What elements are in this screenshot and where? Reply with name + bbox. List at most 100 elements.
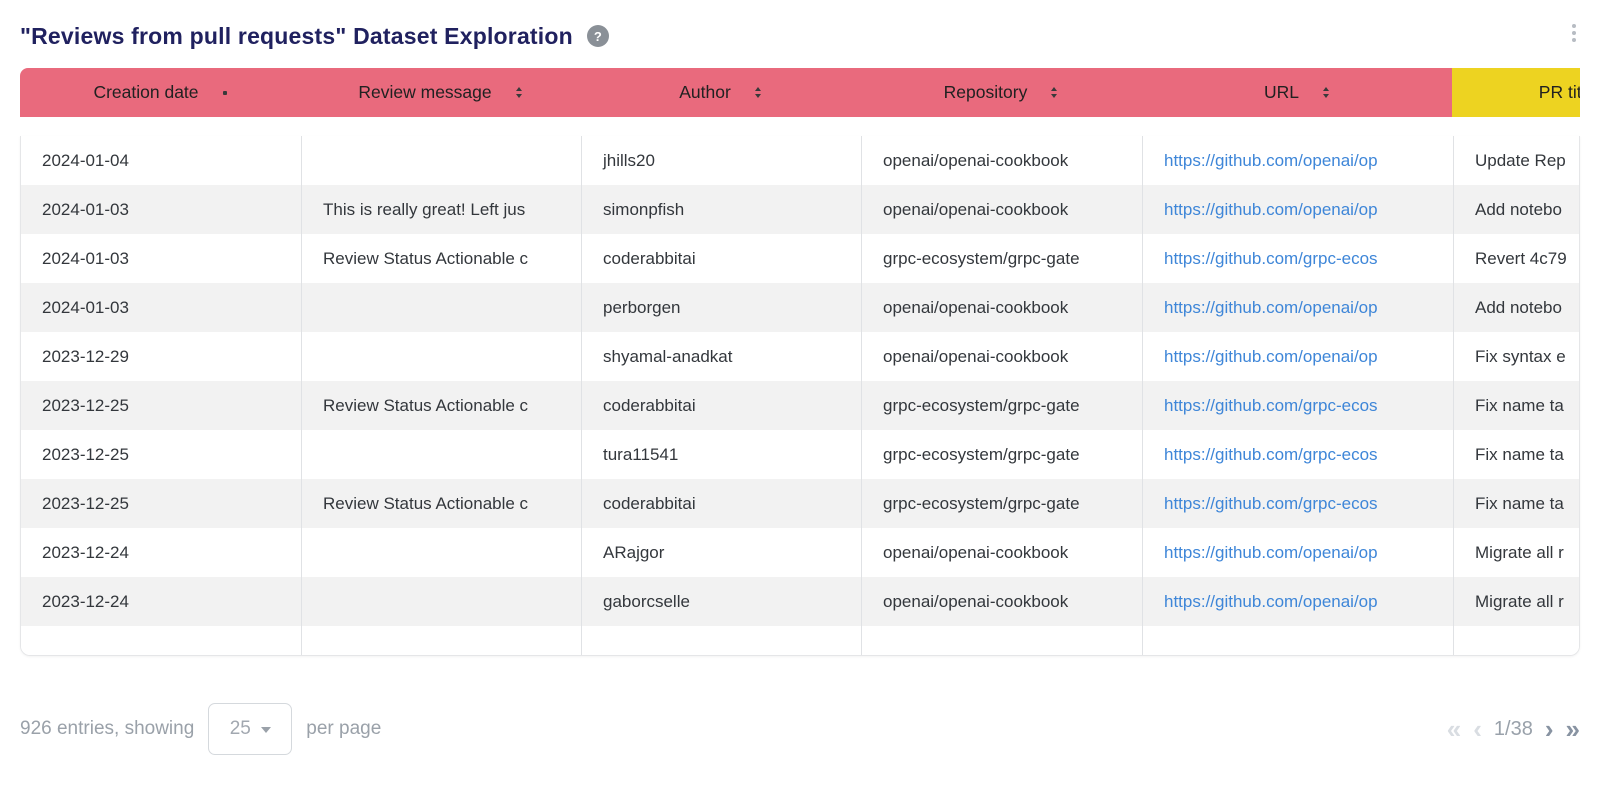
- cell-repository: grpc-ecosystem/grpc-gate: [861, 234, 1142, 283]
- cell-pr-title: Migrate all r: [1453, 528, 1579, 577]
- table-row[interactable]: 2024-01-03 perborgen openai/openai-cookb…: [21, 283, 1579, 332]
- pr-url-link[interactable]: https://github.com/grpc-ecos: [1164, 493, 1378, 513]
- table-row[interactable]: 2023-12-25 Review Status Actionable c co…: [21, 381, 1579, 430]
- cell-repository: openai/openai-cookbook: [861, 332, 1142, 381]
- cell-review-message: Review Status Actionable c: [301, 234, 581, 283]
- cell-author: ARajgor: [581, 528, 861, 577]
- sort-icon[interactable]: [754, 87, 761, 98]
- cell-creation-date: 2023-12-24: [42, 591, 129, 611]
- sort-icon[interactable]: [1323, 87, 1329, 98]
- cell-pr-title: Migrate all r: [1453, 577, 1579, 626]
- cell-author: tura11541: [581, 430, 861, 479]
- prev-page-button: ‹: [1473, 714, 1482, 744]
- table-row[interactable]: 2023-12-24 gaborcselle openai/openai-coo…: [21, 577, 1579, 626]
- cell-url: https://github.com/openai/op: [1142, 136, 1453, 185]
- table-row[interactable]: 2023-12-25 tura11541 grpc-ecosystem/grpc…: [21, 430, 1579, 479]
- table-row[interactable]: 2024-01-03 This is really great! Left ju…: [21, 185, 1579, 234]
- cell-repository: openai/openai-cookbook: [861, 283, 1142, 332]
- pr-url-link[interactable]: https://github.com/openai/op: [1164, 297, 1378, 317]
- cell-url: https://github.com/grpc-ecos: [1142, 381, 1453, 430]
- cell-creation-date: 2023-12-25: [42, 493, 129, 513]
- column-header-repository[interactable]: Repository: [860, 68, 1141, 117]
- cell-url: https://github.com/openai/op: [1142, 577, 1453, 626]
- entries-count-label: 926 entries, showing: [20, 718, 195, 739]
- cell-author: perborgen: [581, 283, 861, 332]
- pr-url-link[interactable]: https://github.com/openai/op: [1164, 346, 1378, 366]
- cell-url: https://github.com/openai/op: [1142, 528, 1453, 577]
- table-row-partial: [21, 626, 1579, 655]
- column-header-creation-date[interactable]: Creation date: [20, 68, 300, 117]
- cell-author: simonpfish: [581, 185, 861, 234]
- cell-author: coderabbitai: [581, 234, 861, 283]
- cell-creation-date: 2023-12-29: [42, 346, 129, 366]
- page-size-value: 25: [229, 718, 251, 739]
- cell-empty: [581, 626, 861, 655]
- table-row[interactable]: 2023-12-25 Review Status Actionable c co…: [21, 479, 1579, 528]
- cell-repository: openai/openai-cookbook: [861, 577, 1142, 626]
- table-footer: 926 entries, showing 25 per page « ‹ 1/3…: [20, 702, 1580, 756]
- table-row[interactable]: 2023-12-24 ARajgor openai/openai-cookboo…: [21, 528, 1579, 577]
- column-label: Repository: [943, 82, 1028, 102]
- pr-url-link[interactable]: https://github.com/openai/op: [1164, 150, 1378, 170]
- table-header-row: Creation date Review message Author Repo…: [20, 68, 1580, 117]
- kebab-menu-icon[interactable]: [1570, 22, 1578, 44]
- pr-url-link[interactable]: https://github.com/grpc-ecos: [1164, 248, 1378, 268]
- cell-review-message: [301, 283, 581, 332]
- column-header-url[interactable]: URL: [1141, 68, 1452, 117]
- cell-review-message: [301, 577, 581, 626]
- next-page-button[interactable]: ›: [1544, 714, 1554, 744]
- column-header-pr-title[interactable]: PR title: [1452, 68, 1580, 117]
- cell-pr-title: Add notebo: [1453, 283, 1579, 332]
- cell-url: https://github.com/openai/op: [1142, 185, 1453, 234]
- page-size-select[interactable]: 25: [208, 703, 293, 755]
- cell-url: https://github.com/grpc-ecos: [1142, 234, 1453, 283]
- first-page-button: «: [1446, 714, 1462, 744]
- pr-url-link[interactable]: https://github.com/openai/op: [1164, 542, 1378, 562]
- table-row[interactable]: 2024-01-04 jhills20 openai/openai-cookbo…: [21, 136, 1579, 185]
- pr-url-link[interactable]: https://github.com/openai/op: [1164, 199, 1378, 219]
- cell-creation-date: 2023-12-25: [42, 444, 129, 464]
- title-bar: "Reviews from pull requests" Dataset Exp…: [20, 0, 1580, 52]
- cell-empty: [1453, 626, 1579, 655]
- pr-url-link[interactable]: https://github.com/grpc-ecos: [1164, 444, 1378, 464]
- cell-review-message: Review Status Actionable c: [301, 479, 581, 528]
- cell-review-message: [301, 430, 581, 479]
- cell-url: https://github.com/grpc-ecos: [1142, 430, 1453, 479]
- sort-icon[interactable]: [222, 90, 227, 95]
- table-row[interactable]: 2023-12-29 shyamal-anadkat openai/openai…: [21, 332, 1579, 381]
- cell-author: coderabbitai: [581, 479, 861, 528]
- cell-repository: openai/openai-cookbook: [861, 185, 1142, 234]
- cell-pr-title: Fix name ta: [1453, 479, 1579, 528]
- cell-pr-title: Fix syntax e: [1453, 332, 1579, 381]
- page-title: "Reviews from pull requests" Dataset Exp…: [20, 22, 573, 49]
- per-page-label: per page: [306, 718, 382, 739]
- cell-review-message: [301, 332, 581, 381]
- column-label: Author: [679, 82, 731, 102]
- table-row[interactable]: 2024-01-03 Review Status Actionable c co…: [21, 234, 1579, 283]
- pr-url-link[interactable]: https://github.com/grpc-ecos: [1164, 395, 1378, 415]
- cell-repository: grpc-ecosystem/grpc-gate: [861, 479, 1142, 528]
- sort-icon[interactable]: [1051, 87, 1058, 98]
- sort-icon[interactable]: [515, 87, 522, 98]
- cell-pr-title: Update Rep: [1453, 136, 1579, 185]
- column-header-author[interactable]: Author: [580, 68, 860, 117]
- cell-pr-title: Revert 4c79: [1453, 234, 1579, 283]
- cell-creation-date: 2023-12-24: [42, 542, 129, 562]
- column-header-review-message[interactable]: Review message: [300, 68, 580, 117]
- cell-review-message: Review Status Actionable c: [301, 381, 581, 430]
- page-indicator: 1/38: [1493, 717, 1533, 740]
- chevron-down-icon: [260, 727, 271, 733]
- cell-pr-title: Fix name ta: [1453, 430, 1579, 479]
- pr-url-link[interactable]: https://github.com/openai/op: [1164, 591, 1378, 611]
- pagination: « ‹ 1/38 › »: [1447, 716, 1580, 742]
- help-icon[interactable]: ?: [586, 25, 609, 47]
- cell-creation-date: 2024-01-04: [42, 150, 129, 170]
- cell-author: gaborcselle: [581, 577, 861, 626]
- cell-empty: [301, 626, 581, 655]
- cell-repository: openai/openai-cookbook: [861, 528, 1142, 577]
- column-label: PR title: [1538, 82, 1580, 102]
- column-label: Creation date: [93, 82, 199, 102]
- header-body-gap: [20, 117, 1580, 136]
- last-page-button[interactable]: »: [1565, 714, 1580, 744]
